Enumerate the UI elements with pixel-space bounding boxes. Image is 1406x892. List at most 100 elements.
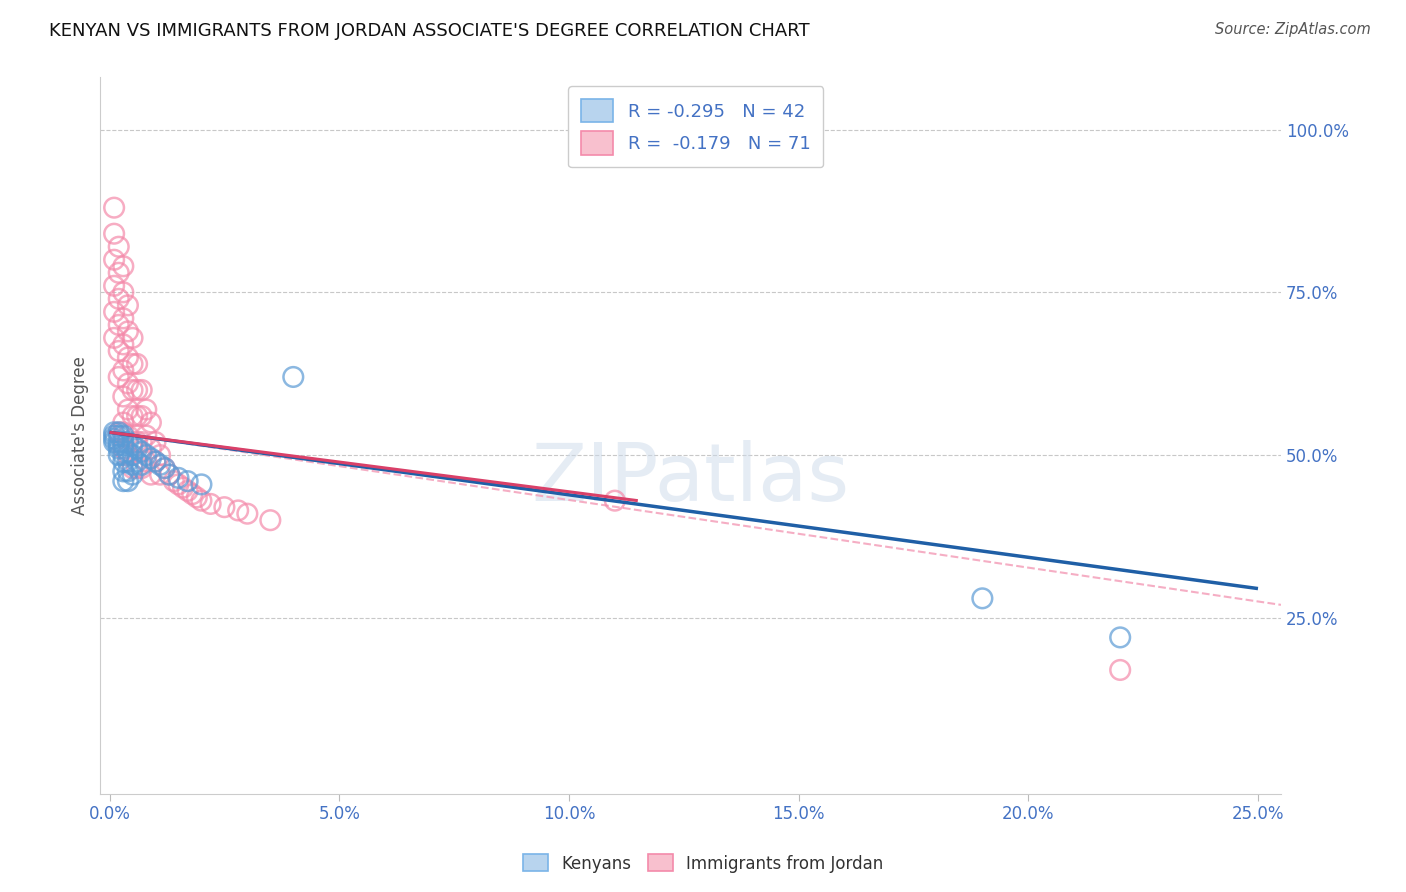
Point — [121, 458, 143, 472]
Point — [127, 442, 149, 456]
Point — [117, 435, 139, 450]
Point — [117, 402, 139, 417]
Point — [176, 483, 198, 498]
Point — [121, 435, 143, 450]
Point — [127, 454, 149, 468]
Point — [153, 461, 176, 475]
Point — [127, 435, 149, 450]
Point — [157, 467, 180, 482]
Point — [259, 513, 281, 527]
Point — [112, 416, 135, 430]
Point — [112, 448, 135, 462]
Point — [135, 454, 157, 468]
Point — [117, 428, 139, 442]
Point — [112, 428, 135, 442]
Point — [1109, 663, 1132, 677]
Point — [149, 458, 172, 472]
Point — [112, 464, 135, 478]
Point — [112, 285, 135, 300]
Point — [103, 425, 125, 440]
Point — [1109, 631, 1132, 645]
Point — [107, 425, 129, 440]
Point — [107, 318, 129, 332]
Point — [107, 428, 129, 442]
Text: Source: ZipAtlas.com: Source: ZipAtlas.com — [1215, 22, 1371, 37]
Point — [186, 491, 208, 505]
Point — [117, 445, 139, 459]
Point — [135, 448, 157, 462]
Point — [145, 435, 167, 450]
Point — [112, 438, 135, 452]
Point — [112, 363, 135, 377]
Legend: R = -0.295   N = 42, R =  -0.179   N = 71: R = -0.295 N = 42, R = -0.179 N = 71 — [568, 87, 824, 167]
Point — [112, 337, 135, 351]
Point — [117, 474, 139, 488]
Point — [157, 467, 180, 482]
Point — [176, 474, 198, 488]
Point — [127, 357, 149, 371]
Point — [139, 442, 162, 456]
Point — [131, 435, 153, 450]
Point — [112, 389, 135, 403]
Point — [127, 383, 149, 397]
Point — [107, 435, 129, 450]
Point — [121, 357, 143, 371]
Point — [149, 448, 172, 462]
Point — [139, 451, 162, 466]
Point — [107, 425, 129, 440]
Point — [121, 448, 143, 462]
Point — [117, 351, 139, 365]
Point — [127, 409, 149, 423]
Y-axis label: Associate's Degree: Associate's Degree — [72, 356, 89, 515]
Point — [103, 305, 125, 319]
Point — [121, 467, 143, 482]
Point — [226, 503, 249, 517]
Point — [117, 324, 139, 338]
Point — [131, 461, 153, 475]
Point — [103, 201, 125, 215]
Point — [103, 428, 125, 442]
Point — [131, 445, 153, 459]
Point — [117, 376, 139, 391]
Point — [103, 278, 125, 293]
Point — [131, 409, 153, 423]
Point — [117, 464, 139, 478]
Legend: Kenyans, Immigrants from Jordan: Kenyans, Immigrants from Jordan — [516, 847, 890, 880]
Point — [214, 500, 236, 515]
Point — [112, 454, 135, 468]
Point — [112, 474, 135, 488]
Point — [117, 448, 139, 462]
Point — [121, 438, 143, 452]
Point — [112, 425, 135, 440]
Point — [139, 467, 162, 482]
Point — [103, 432, 125, 446]
Point — [121, 409, 143, 423]
Point — [107, 442, 129, 456]
Point — [107, 438, 129, 452]
Point — [135, 402, 157, 417]
Point — [149, 467, 172, 482]
Point — [131, 458, 153, 472]
Point — [112, 435, 135, 450]
Point — [112, 442, 135, 456]
Point — [103, 252, 125, 267]
Point — [117, 298, 139, 312]
Point — [103, 331, 125, 345]
Point — [107, 266, 129, 280]
Point — [167, 477, 190, 491]
Point — [103, 227, 125, 241]
Point — [107, 292, 129, 306]
Point — [283, 370, 305, 384]
Point — [181, 487, 204, 501]
Point — [127, 461, 149, 475]
Point — [103, 435, 125, 450]
Point — [236, 507, 259, 521]
Point — [139, 416, 162, 430]
Point — [121, 461, 143, 475]
Point — [172, 481, 194, 495]
Point — [107, 370, 129, 384]
Point — [121, 383, 143, 397]
Point — [121, 331, 143, 345]
Point — [131, 383, 153, 397]
Point — [117, 454, 139, 468]
